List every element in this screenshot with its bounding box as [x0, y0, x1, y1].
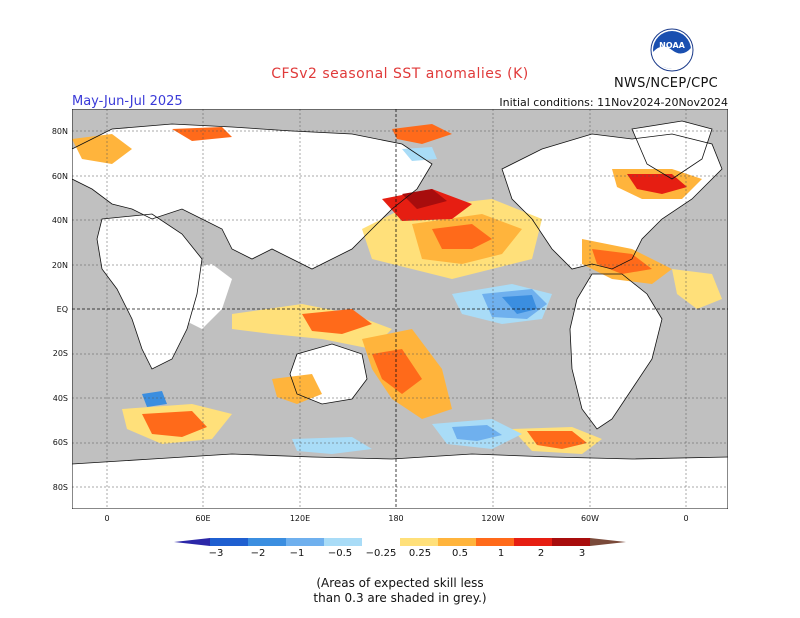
- colorbar-label-3: −0.5: [327, 548, 353, 559]
- lon-label-60w: 60W: [580, 514, 600, 523]
- colorbar-swatch-8: [476, 538, 514, 546]
- colorbar-swatch-1: [210, 538, 248, 546]
- sst-anomaly-map: [72, 109, 728, 509]
- colorbar-swatch-2: [248, 538, 286, 546]
- footnote-line-1: (Areas of expected skill less: [316, 576, 484, 590]
- colorbar: [174, 538, 626, 546]
- lon-label-0-right: 0: [683, 514, 689, 523]
- colorbar-label-0: −3: [208, 548, 224, 559]
- organization-label: NWS/NCEP/CPC: [614, 76, 719, 91]
- warm-anomaly-patches: [72, 124, 722, 454]
- land-areas: [72, 121, 728, 509]
- colorbar-label-5: 0.25: [408, 548, 432, 559]
- colorbar-label-8: 2: [537, 548, 545, 559]
- colorbar-swatch-7: [438, 538, 476, 546]
- graticule: [72, 109, 728, 509]
- lat-label-80s: 80S: [52, 483, 68, 492]
- season-label: May-Jun-Jul 2025: [72, 94, 183, 109]
- colorbar-swatch-6: [400, 538, 438, 546]
- colorbar-label-7: 1: [497, 548, 505, 559]
- colorbar-label-4: −0.25: [365, 548, 397, 559]
- noaa-logo-text: NOAA: [659, 41, 685, 50]
- lat-label-20s: 20S: [52, 349, 68, 358]
- colorbar-label-2: −1: [289, 548, 305, 559]
- colorbar-swatch-11: [590, 538, 626, 546]
- lat-label-40n: 40N: [51, 216, 68, 225]
- lat-label-eq: EQ: [56, 305, 68, 314]
- lat-label-20n: 20N: [51, 261, 68, 270]
- colorbar-label-6: 0.5: [452, 548, 468, 559]
- colorbar-label-1: −2: [250, 548, 266, 559]
- footnote-line-2: than 0.3 are shaded in grey.): [313, 591, 487, 605]
- colorbar-swatch-3: [286, 538, 324, 546]
- colorbar-label-9: 3: [578, 548, 586, 559]
- colorbar-swatch-0: [174, 538, 210, 546]
- colorbar-swatch-4: [324, 538, 362, 546]
- initial-conditions-label: Initial conditions: 11Nov2024-20Nov2024: [499, 96, 728, 109]
- coastlines: [72, 120, 728, 465]
- lat-label-60n: 60N: [51, 172, 68, 181]
- colorbar-swatch-5: [362, 538, 400, 546]
- lat-label-80n: 80N: [51, 127, 68, 136]
- lat-label-40s: 40S: [52, 394, 68, 403]
- colorbar-swatch-9: [514, 538, 552, 546]
- lon-label-120w: 120W: [481, 514, 505, 523]
- lon-label-0: 0: [104, 514, 110, 523]
- lon-label-120e: 120E: [289, 514, 311, 523]
- chart-title: CFSv2 seasonal SST anomalies (K): [271, 66, 529, 82]
- noaa-logo-icon: NOAA: [650, 28, 694, 72]
- colorbar-swatch-10: [552, 538, 590, 546]
- lat-label-60s: 60S: [52, 438, 68, 447]
- lon-label-180: 180: [388, 514, 404, 523]
- lon-label-60e: 60E: [195, 514, 211, 523]
